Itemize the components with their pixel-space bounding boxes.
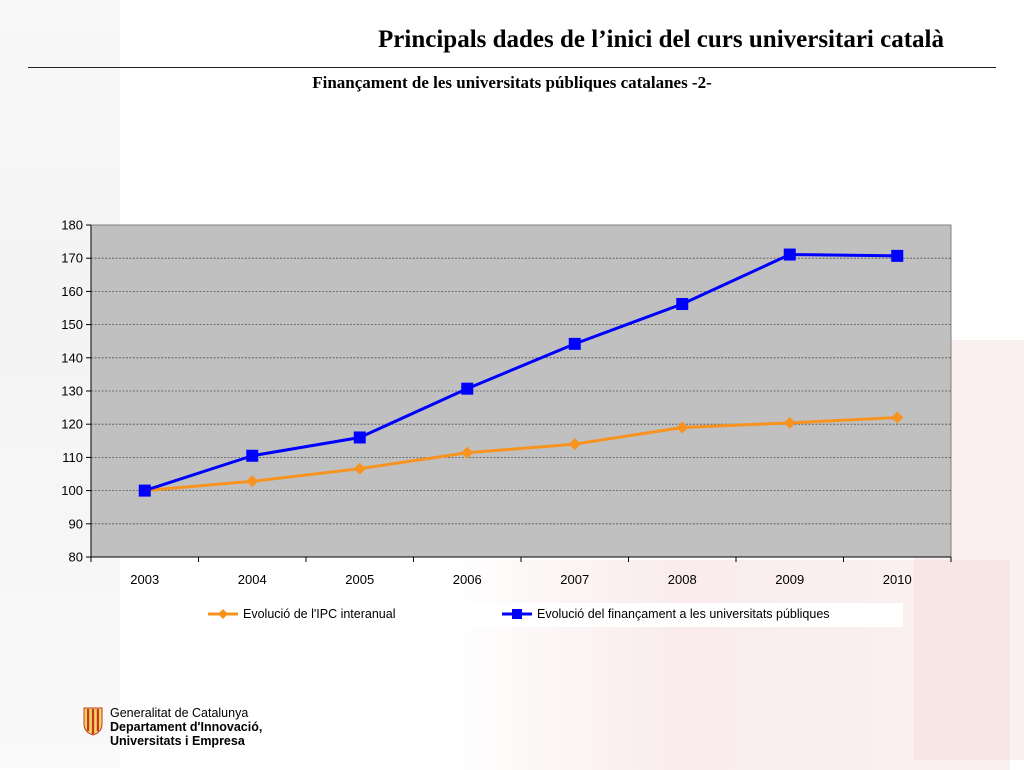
slide-subtitle: Finançament de les universitats públique… bbox=[312, 73, 712, 92]
x-tick-label: 2008 bbox=[668, 572, 697, 587]
data-point-financament bbox=[676, 298, 689, 311]
y-tick-label: 180 bbox=[61, 218, 83, 233]
data-point-financament bbox=[461, 382, 474, 395]
legend-label-ipc: Evolució de l'IPC interanual bbox=[243, 607, 396, 621]
data-point-ipc bbox=[783, 416, 796, 429]
plot-area bbox=[90, 224, 952, 558]
y-tick-label: 80 bbox=[69, 550, 83, 565]
slide-title: Principals dades de l’inici del curs uni… bbox=[378, 26, 944, 53]
y-tick-label: 120 bbox=[61, 417, 83, 432]
legend-item-ipc: Evolució de l'IPC interanual bbox=[206, 607, 395, 621]
x-tick-label: 2003 bbox=[130, 572, 159, 587]
series-line-financament bbox=[144, 253, 898, 493]
legend-marker-ipc-icon bbox=[208, 609, 238, 619]
y-tick-label: 150 bbox=[61, 317, 83, 332]
data-point-financament bbox=[353, 431, 366, 444]
y-tick-label: 130 bbox=[61, 384, 83, 399]
data-point-ipc bbox=[568, 438, 581, 451]
data-point-financament bbox=[783, 248, 796, 261]
generalitat-logo: Generalitat de Catalunya Departament d'I… bbox=[82, 706, 262, 748]
legend-item-financament: Evolució del finançament a les universit… bbox=[500, 607, 830, 621]
x-tick-label: 2005 bbox=[345, 572, 374, 587]
data-point-financament bbox=[246, 449, 259, 462]
x-tick-label: 2010 bbox=[883, 572, 912, 587]
data-point-financament bbox=[138, 484, 151, 497]
department-name-line1: Departament d'Innovació, bbox=[110, 720, 263, 734]
x-tick-label: 2006 bbox=[453, 572, 482, 587]
x-tick-label: 2009 bbox=[775, 572, 804, 587]
legend-label-financament: Evolució del finançament a les universit… bbox=[537, 607, 830, 621]
background-watermark-bottom bbox=[450, 560, 1010, 770]
department-name-line2: Universitats i Empresa bbox=[110, 734, 245, 748]
data-point-financament bbox=[891, 249, 904, 262]
title-divider bbox=[28, 67, 996, 68]
data-point-ipc bbox=[461, 446, 474, 459]
series-line-ipc bbox=[144, 416, 898, 493]
data-point-ipc bbox=[246, 475, 259, 488]
org-name: Generalitat de Catalunya bbox=[110, 706, 249, 720]
chart-legend: Evolució de l'IPC interanual Evolució de… bbox=[203, 603, 903, 627]
x-tick-label: 2007 bbox=[560, 572, 589, 587]
y-tick-label: 160 bbox=[61, 284, 83, 299]
x-tick-label: 2004 bbox=[238, 572, 267, 587]
data-point-ipc bbox=[353, 462, 366, 475]
generalitat-emblem-icon bbox=[83, 707, 103, 736]
legend-marker-financament-icon bbox=[502, 609, 532, 619]
y-tick-label: 140 bbox=[61, 350, 83, 365]
y-tick-label: 110 bbox=[62, 450, 83, 465]
data-point-financament bbox=[568, 337, 581, 350]
y-tick-label: 100 bbox=[61, 483, 83, 498]
y-tick-label: 170 bbox=[61, 251, 83, 266]
data-point-ipc bbox=[891, 411, 904, 424]
line-chart: 80 90 100 110 120 130 140 150 160 170 180 2003 2004 2… bbox=[61, 218, 952, 587]
data-point-ipc bbox=[676, 421, 689, 434]
y-tick-label: 90 bbox=[69, 516, 83, 531]
